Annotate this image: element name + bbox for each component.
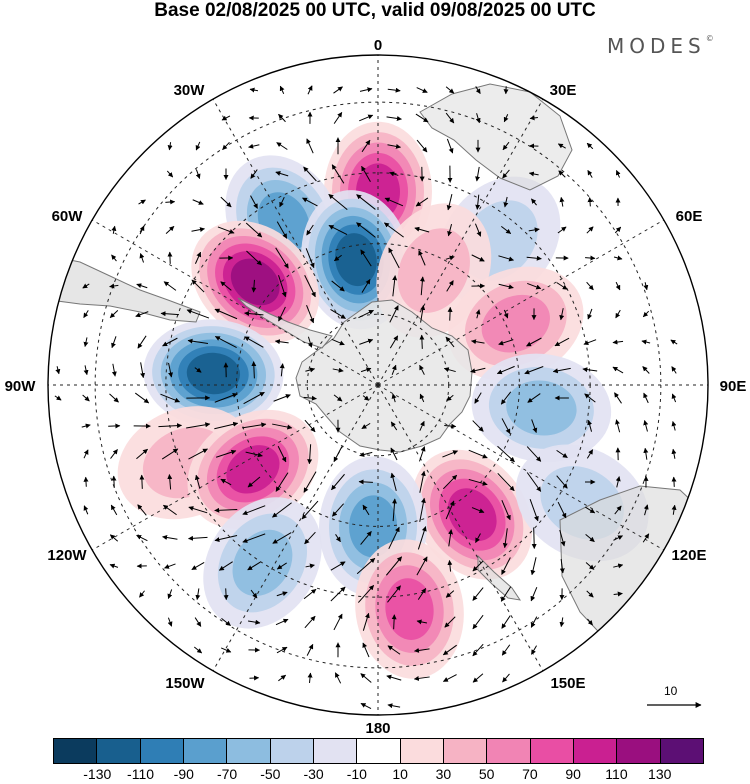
colorbar-swatch (184, 739, 227, 763)
colorbar-swatch (487, 739, 530, 763)
label-60w: 60W (52, 208, 84, 225)
label-180: 180 (365, 720, 390, 737)
colorbar-label: 70 (510, 766, 550, 782)
colorbar-swatch (54, 739, 97, 763)
label-90e: 90E (720, 378, 747, 395)
colorbar-swatch (227, 739, 270, 763)
label-150e: 150E (550, 675, 585, 692)
modes-logo: MODES© (607, 34, 714, 58)
label-0: 0 (374, 37, 382, 54)
colorbar-label: 10 (380, 766, 420, 782)
colorbar-swatch (271, 739, 314, 763)
wind-arrow (114, 476, 115, 488)
reference-vector-label: 10 (664, 684, 677, 698)
colorbar-swatch (314, 739, 357, 763)
colorbar-swatch (357, 739, 400, 763)
colorbar-swatch (531, 739, 574, 763)
label-60e: 60E (676, 208, 703, 225)
colorbar-swatch (444, 739, 487, 763)
label-30e: 30E (550, 82, 577, 99)
colorbar-label: 30 (423, 766, 463, 782)
colorbar (53, 738, 704, 764)
label-120e: 120E (671, 547, 706, 564)
colorbar-label: -30 (294, 766, 334, 782)
colorbar-label: 90 (553, 766, 593, 782)
logo-mark: © (706, 34, 714, 43)
colorbar-label: -10 (337, 766, 377, 782)
wind-arrow (674, 477, 675, 487)
colorbar-label: -90 (164, 766, 204, 782)
colorbar-label: -110 (121, 766, 161, 782)
colorbar-label: 50 (467, 766, 507, 782)
colorbar-swatch (97, 739, 140, 763)
colorbar-label: -70 (207, 766, 247, 782)
logo-text: MODES (607, 34, 706, 58)
wind-arrow (142, 475, 143, 489)
colorbar-label: 110 (596, 766, 636, 782)
colorbar-swatch (141, 739, 184, 763)
colorbar-label: -130 (77, 766, 117, 782)
colorbar-swatch (661, 739, 703, 763)
label-120w: 120W (47, 547, 87, 564)
colorbar-swatch (401, 739, 444, 763)
colorbar-label: -50 (250, 766, 290, 782)
wind-arrow (450, 307, 451, 320)
label-150w: 150W (165, 675, 205, 692)
wind-arrow (226, 588, 227, 599)
wind-arrow (249, 678, 258, 679)
label-90w: 90W (5, 378, 37, 395)
colorbar-swatch (617, 739, 660, 763)
label-30w: 30W (174, 82, 206, 99)
wind-arrow (394, 615, 395, 629)
wind-arrow (534, 528, 535, 549)
wind-arrow (422, 335, 423, 349)
wind-arrow (86, 477, 87, 487)
colorbar-swatch (574, 739, 617, 763)
colorbar-label: 130 (640, 766, 680, 782)
wind-arrow (165, 202, 174, 203)
wind-arrow (590, 198, 591, 207)
wind-arrow (585, 258, 595, 259)
